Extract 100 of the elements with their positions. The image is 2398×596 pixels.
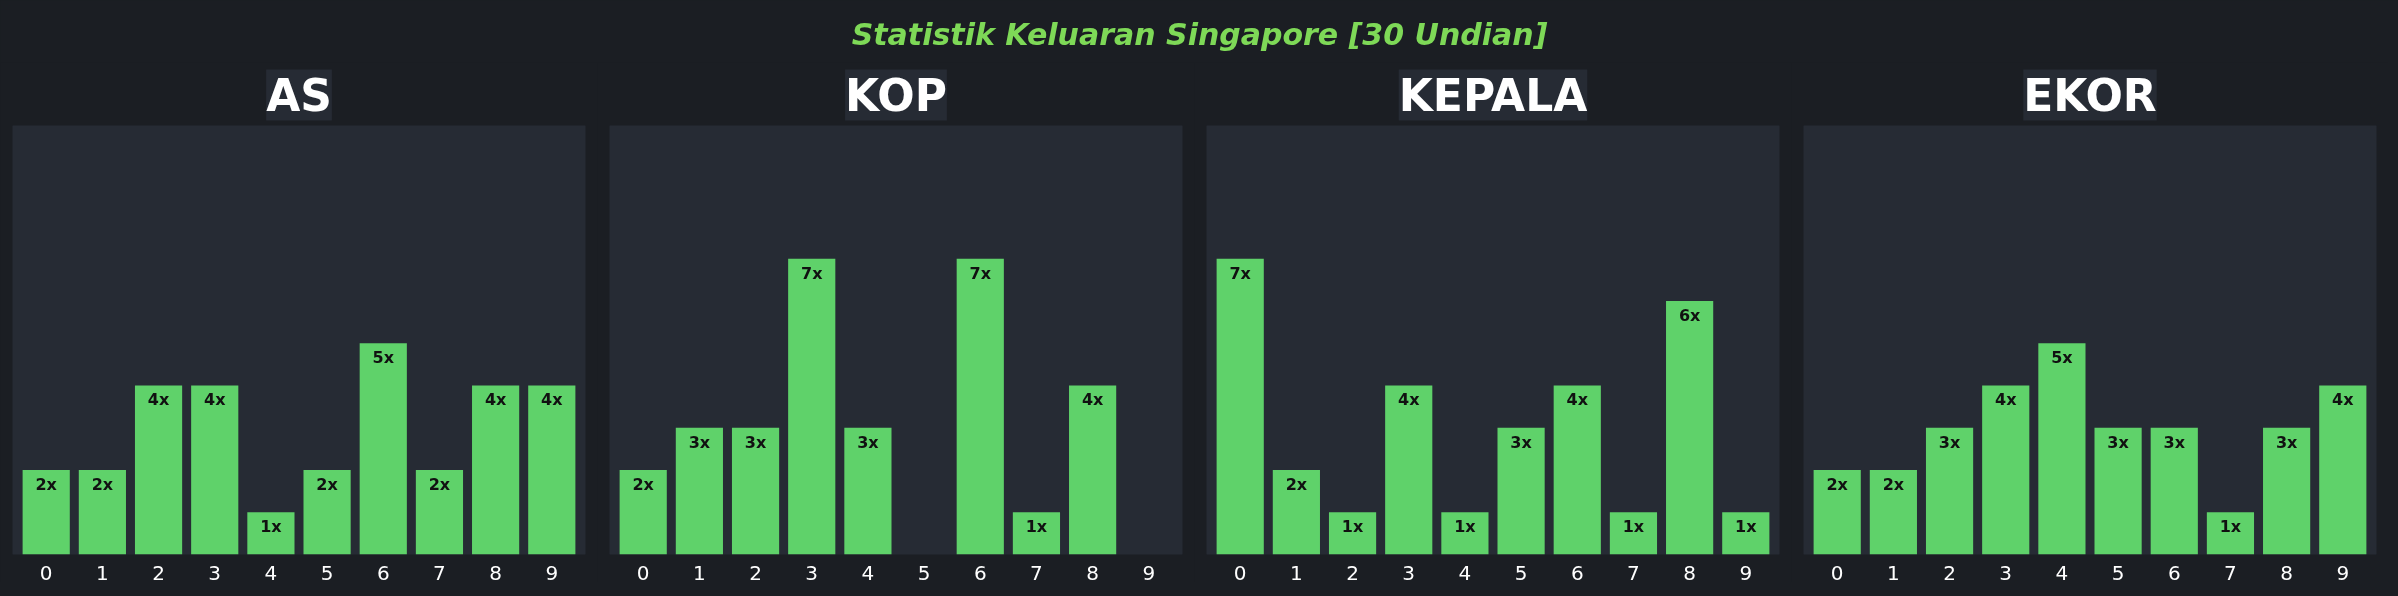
x-tick-label: 3: [1999, 560, 2013, 585]
x-tick-label: 7: [1627, 560, 1640, 585]
bar: [956, 258, 1004, 555]
x-tick-label: 1: [1887, 560, 1900, 585]
bar: [1385, 385, 1433, 555]
data-label: 3x: [2107, 432, 2130, 452]
bar: [1497, 427, 1545, 555]
data-label: 1x: [2219, 517, 2242, 537]
x-tick-label: 4: [1458, 560, 1472, 585]
bar: [788, 258, 836, 555]
bar: [359, 343, 407, 555]
data-label: 7x: [969, 263, 992, 283]
text: Statistik Keluaran Singapore [30 Undian]: [851, 17, 1548, 53]
x-tick-label: 3: [208, 560, 222, 585]
data-label: 4x: [541, 390, 564, 410]
x-tick-label: 7: [433, 560, 446, 585]
data-label: 4x: [204, 390, 227, 410]
chart-title: EKOR: [2023, 69, 2157, 121]
data-label: 4x: [484, 390, 508, 410]
chart-title: AS: [266, 69, 332, 121]
x-tick-label: 9: [1142, 560, 1156, 585]
x-tick-label: 3: [1402, 560, 1416, 585]
data-label: 3x: [1510, 432, 1533, 452]
x-tick-label: 8: [1683, 560, 1696, 585]
chart-title: KOP: [845, 69, 947, 121]
data-label: 3x: [744, 432, 767, 452]
x-tick-label: 0: [1830, 560, 1844, 585]
x-tick-label: 0: [39, 560, 53, 585]
data-label: 4x: [147, 390, 170, 410]
bar: [731, 427, 780, 555]
x-tick-label: 0: [1233, 560, 1247, 585]
x-tick-label: 1: [1290, 560, 1303, 585]
x-tick-label: 2: [749, 560, 762, 585]
bar: [675, 427, 723, 555]
bar: [1925, 427, 1974, 555]
x-tick-label: 5: [320, 560, 334, 585]
x-tick-label: 5: [1514, 560, 1528, 585]
data-label: 2x: [632, 474, 655, 494]
data-label: 3x: [688, 432, 711, 452]
bar: [2319, 385, 2367, 555]
bar: [191, 385, 239, 555]
bar: [1328, 512, 1377, 555]
data-label: 4x: [1566, 390, 1589, 410]
x-tick-label: 4: [2055, 560, 2069, 585]
bar: [1722, 512, 1770, 555]
bar: [134, 385, 183, 555]
data-label: 4x: [1081, 390, 1105, 410]
data-label: 3x: [1938, 432, 1961, 452]
chart-title: KEPALA: [1398, 69, 1588, 121]
data-label: 6x: [1678, 305, 1702, 325]
data-label: 1x: [1341, 517, 1364, 537]
x-tick-label: 7: [1030, 560, 1043, 585]
bar: [1272, 469, 1320, 555]
data-label: 2x: [1882, 474, 1905, 494]
x-tick-label: 2: [152, 560, 165, 585]
data-label: 2x: [1826, 474, 1849, 494]
x-tick-label: 9: [545, 560, 559, 585]
bar: [1441, 512, 1489, 555]
data-label: 7x: [801, 263, 824, 283]
data-label: 2x: [1285, 474, 1308, 494]
x-tick-label: 5: [917, 560, 931, 585]
x-tick-label: 8: [1086, 560, 1099, 585]
bar: [619, 469, 667, 555]
data-label: 4x: [1995, 390, 2018, 410]
data-label: 5x: [2051, 348, 2074, 368]
bar: [528, 385, 576, 555]
x-tick-label: 6: [376, 560, 390, 585]
data-label: 5x: [372, 348, 395, 368]
bar: [1609, 512, 1658, 555]
data-label: 4x: [1398, 390, 1421, 410]
bar: [415, 469, 464, 555]
x-tick-label: 1: [96, 560, 109, 585]
data-label: 1x: [1025, 517, 1048, 537]
data-label: 2x: [316, 474, 339, 494]
bar: [2263, 427, 2311, 555]
bar: [247, 512, 295, 555]
bar: [1813, 469, 1861, 555]
x-tick-label: 6: [973, 560, 987, 585]
bar: [1216, 258, 1264, 555]
x-tick-label: 1: [693, 560, 706, 585]
bar: [844, 427, 892, 555]
bar: [2206, 512, 2255, 555]
x-tick-label: 2: [1943, 560, 1956, 585]
x-tick-label: 4: [264, 560, 278, 585]
x-tick-label: 4: [861, 560, 875, 585]
bar: [78, 469, 126, 555]
data-label: 2x: [91, 474, 114, 494]
bar: [303, 469, 351, 555]
data-label: 2x: [428, 474, 451, 494]
x-tick-label: 2: [1346, 560, 1359, 585]
bar: [1069, 385, 1117, 555]
data-label: 3x: [2163, 432, 2186, 452]
bar: [1666, 300, 1714, 555]
x-tick-label: 0: [636, 560, 650, 585]
data-label: 3x: [2275, 432, 2299, 452]
bar: [2038, 343, 2086, 555]
x-tick-label: 6: [1570, 560, 1584, 585]
bar: [1553, 385, 1601, 555]
x-tick-label: 8: [2280, 560, 2293, 585]
bar: [1869, 469, 1917, 555]
